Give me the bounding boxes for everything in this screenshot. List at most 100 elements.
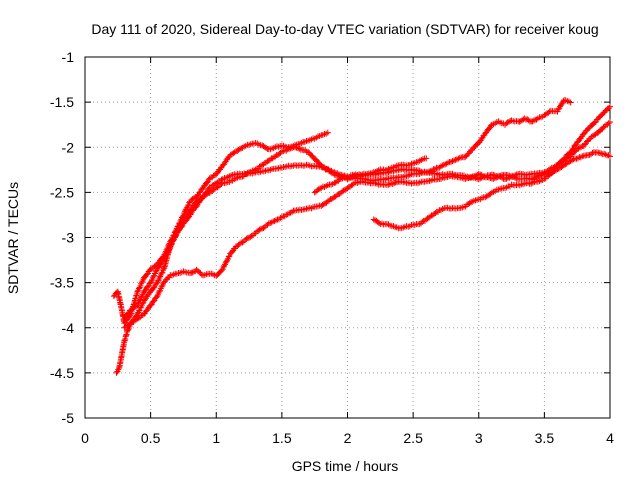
data-point	[260, 224, 267, 231]
series-track-5	[311, 155, 430, 196]
data-point	[133, 303, 140, 310]
data-point	[220, 264, 227, 271]
data-point	[423, 155, 430, 162]
axis-ticks	[84, 56, 611, 419]
data-point	[487, 122, 494, 129]
data-point	[340, 187, 347, 194]
x-tick-label: 4	[606, 430, 614, 446]
data-point	[138, 280, 145, 287]
data-point	[125, 321, 132, 328]
data-point	[427, 213, 434, 220]
data-point	[497, 172, 504, 179]
data-point	[605, 120, 612, 127]
data-point	[147, 266, 154, 273]
data-point	[579, 153, 586, 160]
data-point	[124, 327, 131, 334]
data-point	[218, 267, 225, 274]
data-point	[158, 283, 165, 290]
data-point	[178, 219, 185, 226]
y-tick-label: -4.5	[50, 365, 74, 381]
data-point	[135, 315, 142, 322]
data-point	[224, 257, 231, 264]
data-point	[521, 115, 528, 122]
data-point	[167, 243, 174, 250]
data-point	[539, 171, 546, 178]
data-point	[271, 217, 278, 224]
data-point	[490, 175, 497, 182]
data-point	[320, 200, 327, 207]
data-point	[506, 172, 513, 179]
data-point	[221, 159, 228, 166]
data-point	[206, 175, 213, 182]
x-tick-label: 1	[212, 430, 220, 446]
data-point	[289, 208, 296, 215]
data-point	[512, 174, 519, 181]
data-point	[370, 216, 377, 223]
data-point	[204, 191, 211, 198]
data-point	[525, 117, 532, 124]
x-tick-label: 3.5	[535, 430, 555, 446]
data-point	[504, 119, 511, 126]
data-point	[135, 285, 142, 292]
data-point	[142, 287, 148, 294]
data-point	[252, 166, 259, 173]
data-point	[225, 253, 232, 260]
data-point	[173, 229, 180, 236]
data-point	[604, 121, 611, 128]
data-point	[136, 297, 143, 304]
data-point	[331, 171, 338, 178]
x-tick-label: 2.5	[403, 430, 423, 446]
series-track-3	[121, 103, 613, 322]
data-point	[259, 225, 266, 232]
data-point	[175, 226, 182, 233]
data-point	[284, 146, 291, 153]
data-point	[147, 302, 154, 309]
y-tick-label: -3.5	[50, 275, 74, 291]
data-point	[605, 152, 612, 159]
data-point	[171, 234, 178, 241]
data-point	[164, 249, 171, 256]
data-point	[150, 273, 157, 280]
data-point	[173, 231, 180, 238]
x-tick-label: 1.5	[272, 430, 292, 446]
data-point	[243, 235, 250, 242]
data-point	[574, 155, 581, 162]
x-tick-label: 0.5	[141, 430, 161, 446]
data-point	[567, 99, 574, 106]
data-point	[231, 149, 238, 156]
data-point	[221, 262, 228, 269]
data-point	[575, 145, 582, 152]
data-point	[391, 180, 398, 187]
data-point	[439, 162, 446, 169]
y-tick-label: -2.5	[50, 184, 74, 200]
data-point	[478, 136, 485, 143]
series-track-6	[370, 118, 613, 232]
data-point	[607, 118, 613, 125]
data-point	[148, 278, 155, 285]
data-point	[602, 151, 609, 158]
data-point	[162, 252, 169, 259]
data-point	[236, 145, 243, 152]
data-point	[127, 320, 134, 327]
data-point	[607, 103, 613, 110]
data-point	[578, 144, 585, 151]
data-point	[324, 129, 331, 136]
data-point	[549, 169, 556, 176]
data-point	[229, 150, 235, 157]
data-point	[462, 175, 469, 182]
data-point	[504, 172, 511, 179]
data-point	[189, 269, 196, 276]
data-point	[505, 118, 512, 125]
data-point	[466, 200, 473, 207]
chart-title: Day 111 of 2020, Sidereal Day-to-day VTE…	[91, 21, 598, 37]
data-point	[137, 304, 144, 311]
data-point	[450, 157, 457, 164]
data-point	[475, 170, 482, 177]
data-point	[133, 316, 140, 323]
data-point	[432, 209, 439, 216]
x-tick-label: 0	[81, 430, 89, 446]
data-point	[334, 192, 340, 199]
data-point	[449, 158, 456, 165]
y-tick-label: -1.5	[50, 94, 74, 110]
